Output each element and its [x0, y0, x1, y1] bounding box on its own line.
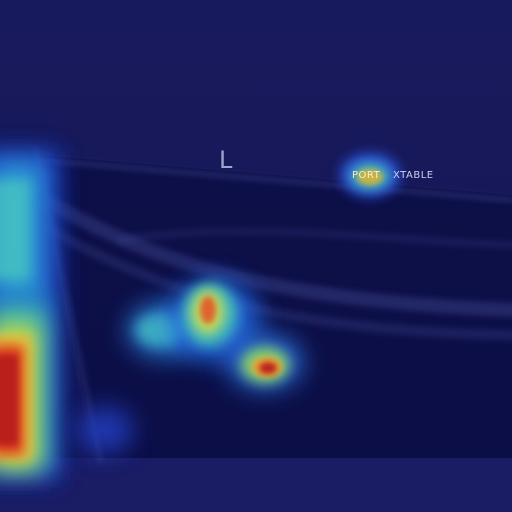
dark-body-region — [40, 155, 512, 460]
portable-label-left: PORT — [352, 170, 381, 181]
side-marker-text: L — [219, 146, 233, 174]
heatmap-label-region — [340, 153, 400, 197]
heatmap-faint-blob — [77, 406, 133, 454]
portable-label-right: XTABLE — [393, 170, 434, 181]
heatmap-center-cluster — [127, 278, 303, 390]
heatmap-left-edge — [0, 150, 60, 480]
lower-band — [0, 458, 512, 512]
